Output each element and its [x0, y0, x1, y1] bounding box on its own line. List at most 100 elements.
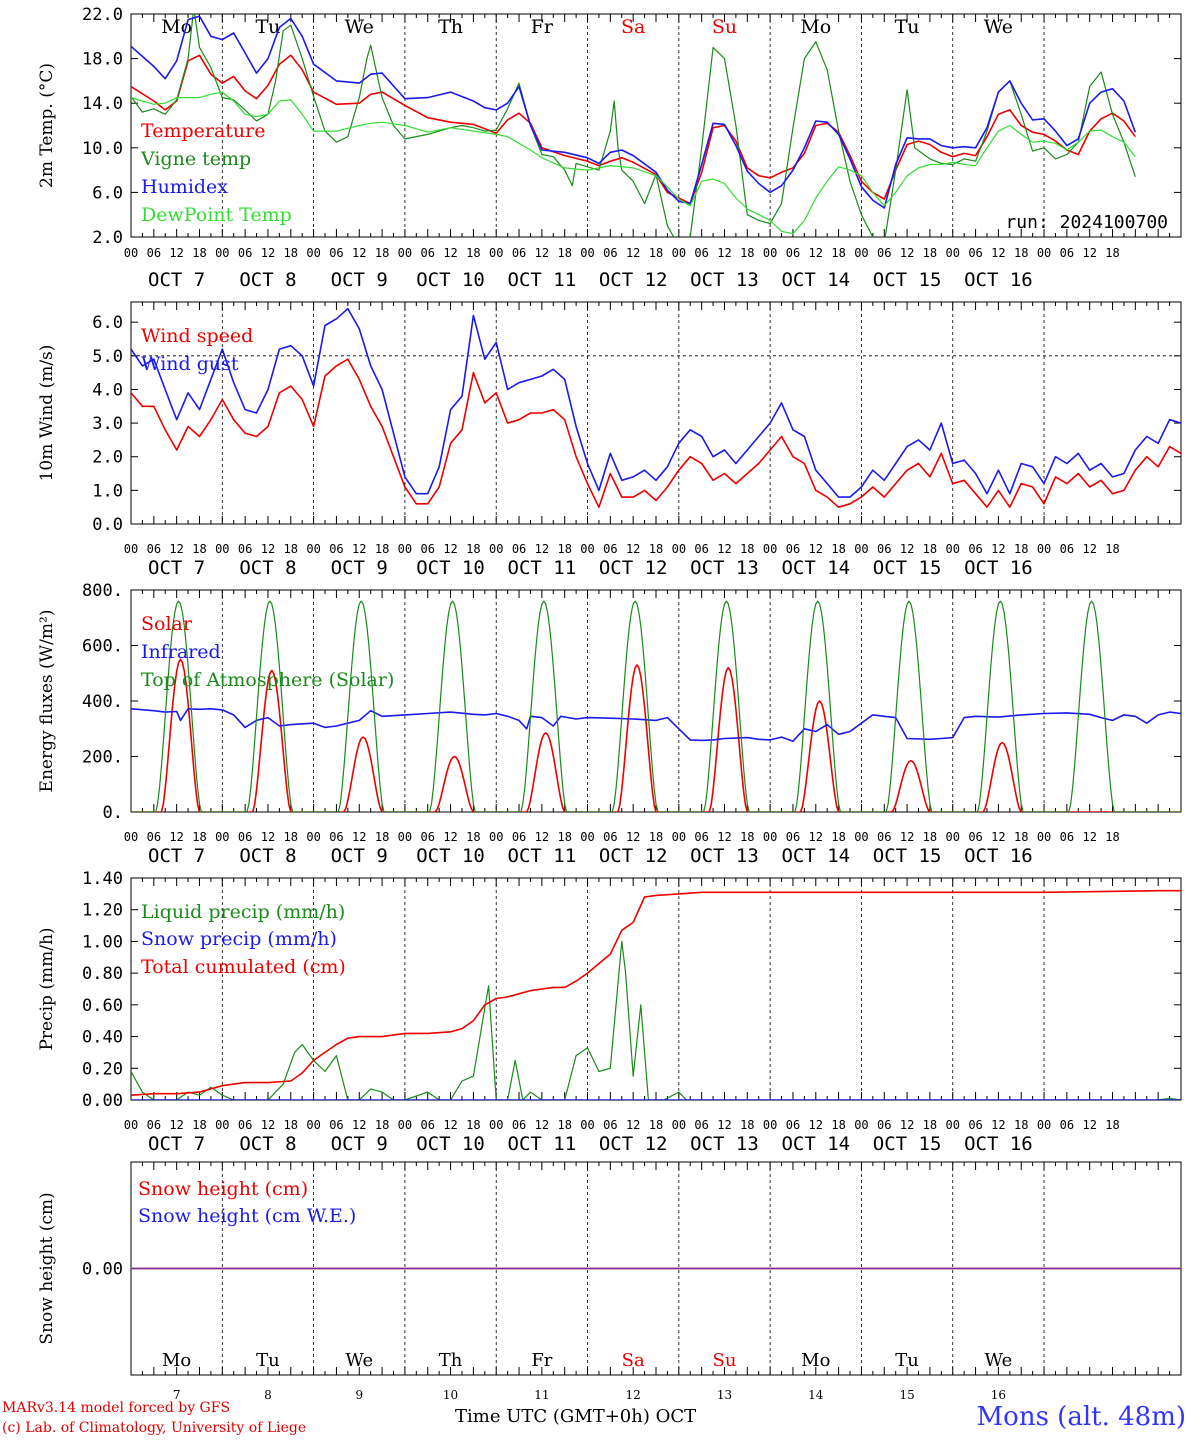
- x-hour-label: 06: [968, 830, 982, 844]
- x-hour-label: 00: [580, 830, 594, 844]
- x-date-label: OCT 7: [148, 557, 205, 579]
- x-hour-label: 18: [284, 542, 298, 556]
- x-hour-label: 12: [535, 830, 549, 844]
- x-date-label: OCT 8: [239, 845, 296, 867]
- day-of-week-label: We: [985, 1350, 1013, 1371]
- x-hour-label: 06: [603, 1118, 617, 1132]
- x-date-label: OCT 9: [331, 269, 388, 291]
- x-date-label: OCT 15: [873, 845, 942, 867]
- x-hour-label: 12: [443, 1118, 457, 1132]
- x-hour-label: 12: [991, 246, 1005, 260]
- legend-entry: Vigne temp: [140, 148, 251, 170]
- x-hour-label: 12: [352, 246, 366, 260]
- day-of-week-label: Tu: [895, 16, 920, 38]
- x-hour-label: 00: [946, 246, 960, 260]
- chart-panel-2: 0.0 1.0 2.0 3.0 4.0 5.0 6.0 10m Wind (m/s) 00 06 1…: [37, 301, 1182, 579]
- series-group: [131, 889, 1181, 1100]
- x-hour-label: 06: [877, 542, 891, 556]
- x-hour-label: 18: [831, 542, 845, 556]
- x-hour-label: 12: [626, 1118, 640, 1132]
- x-date-label: OCT 10: [416, 557, 485, 579]
- x-date-label: OCT 10: [416, 269, 485, 291]
- y-tick-label: 400.: [82, 692, 123, 712]
- y-tick-label: 0.: [103, 803, 123, 823]
- x-hour-label: 18: [1014, 830, 1028, 844]
- x-hour-label: 12: [169, 1118, 183, 1132]
- x-date-label: OCT 10: [416, 845, 485, 867]
- x-hour-label: 12: [626, 246, 640, 260]
- x-hour-label: 18: [1014, 246, 1028, 260]
- x-hour-label: 00: [489, 542, 503, 556]
- x-hour-label: 00: [763, 1118, 777, 1132]
- x-hour-label: 18: [466, 246, 480, 260]
- day-of-week-label: Sa: [621, 16, 645, 38]
- day-number-label: 9: [355, 1388, 363, 1402]
- x-hour-label: 00: [854, 542, 868, 556]
- legend-entry: Top of Atmosphere (Solar): [141, 669, 394, 691]
- legend-entry: Snow height (cm): [138, 1178, 308, 1200]
- credit-line-2: (c) Lab. of Climatology, University of L…: [2, 1420, 307, 1436]
- y-tick-label: 2.0: [92, 228, 123, 248]
- day-of-week-label: Su: [712, 16, 737, 38]
- x-date-label: OCT 16: [964, 845, 1033, 867]
- x-hour-label: 06: [238, 830, 252, 844]
- day-of-week-label: Fr: [531, 1350, 552, 1371]
- x-hour-label: 06: [694, 830, 708, 844]
- x-hour-label: 18: [1105, 542, 1119, 556]
- day-of-week-label: We: [345, 16, 374, 38]
- day-of-week-label: Tu: [256, 1350, 280, 1371]
- x-date-label: OCT 14: [781, 269, 850, 291]
- legend-entry: Snow height (cm W.E.): [138, 1205, 356, 1227]
- x-hour-label: 06: [329, 542, 343, 556]
- x-hour-label: 12: [717, 830, 731, 844]
- station-name: Mons (alt. 48m): [976, 1402, 1186, 1432]
- x-date-label: OCT 13: [690, 557, 759, 579]
- x-hour-label: 12: [626, 542, 640, 556]
- x-hour-label: 12: [991, 1118, 1005, 1132]
- x-hour-label: 12: [169, 542, 183, 556]
- legend-entry: Snow precip (mm/h): [141, 928, 337, 950]
- x-hour-label: 06: [1060, 246, 1074, 260]
- x-date-label: OCT 12: [599, 845, 668, 867]
- y-tick-label: 0.0: [92, 515, 123, 535]
- x-hour-label: 00: [489, 246, 503, 260]
- x-hour-label: 00: [672, 1118, 686, 1132]
- day-of-week-label: Fr: [531, 16, 554, 38]
- x-hour-label: 00: [672, 246, 686, 260]
- x-hour-label: 06: [147, 1118, 161, 1132]
- x-hour-label: 12: [991, 830, 1005, 844]
- x-hour-label: 18: [192, 1118, 206, 1132]
- x-hour-label: 12: [261, 830, 275, 844]
- x-hour-label: 00: [124, 246, 138, 260]
- x-hour-label: 18: [831, 246, 845, 260]
- y-tick-label: 0.80: [82, 964, 123, 984]
- x-hour-label: 12: [900, 246, 914, 260]
- x-date-label: OCT 9: [331, 845, 388, 867]
- y-axis-label: Energy fluxes (W/m²): [37, 610, 57, 793]
- y-tick-label: 18.0: [82, 50, 123, 70]
- x-hour-label: 00: [763, 542, 777, 556]
- x-date-label: OCT 8: [239, 1133, 296, 1155]
- x-hour-label: 06: [694, 1118, 708, 1132]
- x-hour-label: 00: [1037, 542, 1051, 556]
- x-hour-label: 06: [512, 246, 526, 260]
- x-hour-label: 18: [375, 246, 389, 260]
- x-date-label: OCT 11: [508, 269, 577, 291]
- x-date-label: OCT 11: [508, 845, 577, 867]
- x-date-label: OCT 9: [331, 1133, 388, 1155]
- x-hour-label: 06: [1060, 542, 1074, 556]
- y-tick-label: 14.0: [82, 94, 123, 114]
- series-group: [131, 307, 1181, 508]
- x-date-label: OCT 11: [508, 1133, 577, 1155]
- day-of-week-label: Mo: [800, 16, 831, 38]
- x-hour-label: 18: [466, 830, 480, 844]
- x-hour-label: 00: [763, 246, 777, 260]
- x-hour-label: 00: [946, 542, 960, 556]
- legend-entry: DewPoint Temp: [141, 204, 292, 226]
- x-hour-label: 18: [923, 830, 937, 844]
- x-hour-label: 06: [421, 830, 435, 844]
- x-hour-label: 00: [398, 542, 412, 556]
- day-of-week-label: Mo: [162, 1350, 191, 1371]
- day-of-week-label: Mo: [801, 1350, 830, 1371]
- y-tick-label: 0.20: [82, 1059, 123, 1079]
